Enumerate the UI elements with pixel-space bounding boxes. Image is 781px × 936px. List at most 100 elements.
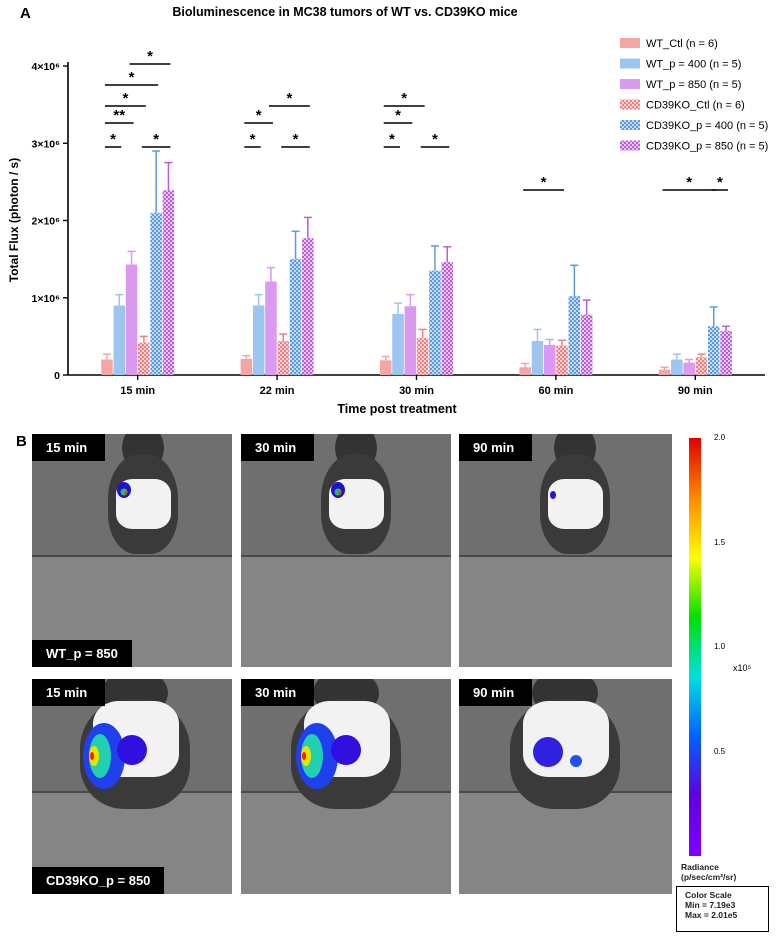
color-scale-tick: 2.0: [714, 433, 726, 442]
signal-blob: [90, 752, 94, 760]
signal-blob: [120, 488, 128, 496]
significance-marker: *: [401, 90, 407, 107]
legend-label: CD39KO_p = 400 (n = 5): [646, 120, 768, 132]
panel-label-a: A: [20, 5, 31, 22]
bar-pattern: [416, 337, 429, 375]
signal-blob: [124, 491, 128, 495]
significance-marker: *: [129, 69, 135, 86]
group-label: CD39KO_p = 850: [32, 867, 165, 894]
bar-pattern: [162, 190, 175, 375]
legend-label: CD39KO_p = 850 (n = 5): [646, 141, 768, 153]
legend-label: WT_p = 400 (n = 5): [646, 59, 741, 71]
signal-blob: [117, 735, 147, 765]
radiance-unit: (p/sec/cm²/sr): [681, 872, 737, 882]
bar-pattern: [138, 342, 150, 375]
bar-pattern: [695, 357, 708, 375]
significance-marker: *: [110, 131, 116, 148]
x-tick-label: 90 min: [678, 385, 713, 397]
imaging-panel: 90 min: [459, 434, 672, 667]
imaging-floor: [241, 555, 451, 667]
legend-label: CD39KO_Ctl (n = 6): [646, 100, 745, 112]
significance-marker: *: [717, 174, 723, 191]
bar: [671, 359, 683, 375]
signal-blob: [550, 491, 556, 499]
signal-blob: [331, 735, 361, 765]
imaging-panel: 15 min CD39KO_p = 850: [32, 679, 232, 894]
legend-swatch: [620, 38, 640, 48]
bar: [531, 341, 544, 375]
radiance-label: Radiance (p/sec/cm²/sr): [681, 862, 736, 882]
bar: [101, 359, 113, 375]
bar-pattern: [556, 345, 568, 375]
time-label: 15 min: [32, 679, 106, 706]
imaging-panel: 90 min: [459, 679, 672, 894]
color-scale-tick: 0.5: [714, 746, 726, 756]
bar-pattern: [568, 296, 581, 375]
panel-label-b: B: [16, 433, 27, 450]
signal-blob: [570, 755, 582, 767]
bar: [658, 369, 671, 375]
bar-pattern: [429, 270, 441, 375]
significance-marker: *: [153, 131, 159, 148]
mouse-silhouette: [540, 434, 610, 554]
bar-pattern: [708, 326, 720, 375]
signal-blob: [334, 488, 342, 496]
significance-marker: *: [256, 107, 262, 124]
signal-blob: [301, 746, 311, 766]
x-tick-label: 22 min: [260, 385, 295, 397]
significance-marker: *: [395, 107, 401, 124]
color-scale-unit: x10⁵: [733, 663, 752, 673]
significance-marker: *: [432, 131, 438, 148]
imaging-panel: 15 min WT_p = 850: [32, 434, 232, 667]
time-label: 90 min: [459, 434, 533, 461]
color-scale-title: Color Scale: [685, 890, 732, 900]
significance-marker: *: [286, 90, 292, 107]
chart-title: Bioluminescence in MC38 tumors of WT vs.…: [172, 5, 517, 19]
significance-marker: *: [147, 48, 153, 65]
signal-blob: [533, 737, 563, 767]
x-tick-label: 15 min: [120, 385, 155, 397]
color-scale-max: Max = 2.01e5: [685, 910, 738, 920]
bar: [265, 281, 277, 375]
bar-pattern: [302, 238, 314, 375]
signal-blob: [338, 491, 342, 495]
significance-marker: *: [541, 174, 547, 191]
imaging-panel: 30 min: [241, 434, 451, 667]
color-scale-box: Color Scale Min = 7.19e3 Max = 2.01e5: [676, 886, 769, 932]
significance-marker: *: [389, 131, 395, 148]
imaging-panel: 30 min: [241, 679, 451, 894]
y-tick-label: 0: [54, 370, 60, 382]
bar: [544, 344, 556, 375]
bar-pattern: [580, 314, 593, 375]
bar: [125, 264, 138, 375]
legend-swatch: [620, 79, 640, 89]
imaging-floor-line: [32, 555, 232, 557]
bar: [113, 305, 125, 375]
legend-swatch: [620, 58, 640, 69]
x-tick-label: 30 min: [399, 385, 434, 397]
color-scale-bar: [689, 438, 701, 856]
bar: [404, 306, 417, 375]
bar: [252, 305, 265, 375]
time-label: 15 min: [32, 434, 106, 461]
signal-blob: [302, 752, 306, 760]
significance-marker: **: [113, 107, 125, 124]
legend-label: WT_Ctl (n = 6): [646, 38, 718, 50]
legend-label: WT_p = 850 (n = 5): [646, 79, 741, 91]
significance-marker: *: [250, 131, 256, 148]
bar-pattern: [277, 341, 289, 375]
y-tick-label: 2×10⁶: [32, 216, 61, 228]
bar-pattern: [441, 262, 453, 375]
bar-pattern: [289, 259, 302, 375]
bar: [392, 313, 404, 375]
significance-marker: *: [122, 90, 128, 107]
mouse-belly: [523, 701, 609, 777]
bar: [683, 362, 695, 375]
y-tick-label: 1×10⁶: [32, 293, 61, 305]
color-scale-tick: 1.5: [714, 537, 726, 547]
bar-chart: A Bioluminescence in MC38 tumors of WT v…: [7, 5, 768, 416]
y-tick-label: 4×10⁶: [32, 61, 61, 73]
y-axis-label: Total Flux (photon / s): [7, 158, 21, 282]
bar: [519, 367, 531, 375]
signal-blob: [89, 746, 99, 766]
